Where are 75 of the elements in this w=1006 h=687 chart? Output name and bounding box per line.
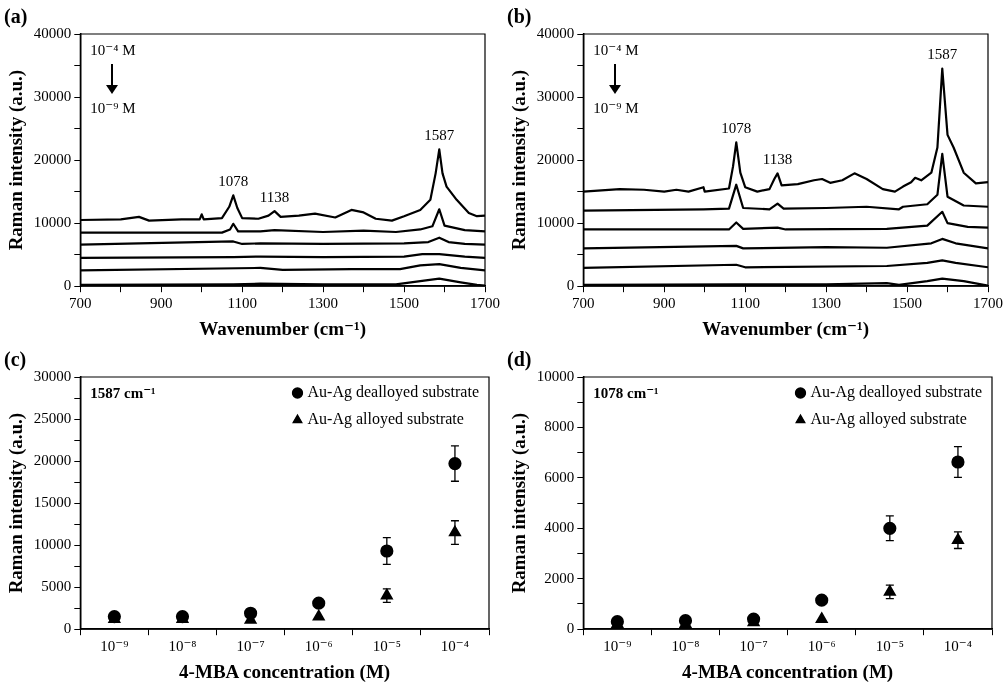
y-axis-title: Raman intensity (a.u.) (508, 69, 531, 251)
y-tick-label: 5000 (41, 578, 72, 595)
chart-title: (c) (4, 348, 27, 372)
x-tick-label: 900 (149, 295, 173, 312)
y-tick-label: 25000 (33, 409, 72, 426)
annotation: 1138 (259, 188, 290, 205)
annotation: 1587 (424, 126, 455, 143)
x-tick-label: 1300 (308, 295, 339, 312)
annotation: 1138 (762, 150, 793, 167)
x-tick-label: 10⁻⁶ (304, 638, 333, 655)
x-tick-label: 900 (652, 295, 676, 312)
y-tick-label: 4000 (544, 519, 575, 536)
y-tick-label: 0 (63, 620, 72, 637)
x-tick-label: 10⁻⁴ (440, 638, 470, 655)
x-tick-label: 1300 (811, 295, 842, 312)
x-tick-label: 10⁻⁴ (943, 638, 973, 655)
annotation: 1078 cm⁻¹ (593, 385, 659, 402)
y-tick-label: 30000 (33, 87, 72, 104)
annotation: 1078 (218, 172, 249, 189)
y-tick-label: 40000 (33, 24, 72, 41)
y-tick-label: 6000 (544, 468, 575, 485)
chart-title: (a) (4, 5, 28, 29)
x-tick-label: 1100 (730, 295, 760, 312)
x-tick-label: 1700 (470, 295, 500, 312)
x-axis-title: Wavenumber (cm⁻¹) (702, 317, 870, 340)
legend-label: Au-Ag alloyed substrate (307, 410, 464, 429)
y-tick-label: 20000 (33, 452, 72, 468)
y-tick-label: 2000 (544, 569, 575, 586)
chart-title: (d) (507, 348, 532, 372)
y-tick-label: 0 (566, 620, 575, 637)
x-tick-label: 1500 (389, 295, 420, 312)
annotation: 1078 (721, 119, 752, 136)
y-tick-label: 10000 (33, 536, 72, 553)
y-tick-label: 10000 (536, 367, 575, 384)
y-tick-label: 8000 (544, 418, 575, 435)
y-tick-label: 0 (63, 277, 72, 294)
y-axis-title: Raman intensity (a.u.) (508, 412, 531, 594)
x-tick-label: 10⁻⁸ (671, 638, 700, 655)
annotation: 10⁻⁴ M (593, 42, 639, 59)
annotation: 1587 cm⁻¹ (90, 385, 156, 402)
x-tick-label: 700 (69, 295, 92, 312)
x-tick-label: 700 (572, 295, 595, 312)
x-axis-title: 4-MBA concentration (M) (179, 660, 391, 683)
x-tick-label: 10⁻⁷ (739, 638, 768, 655)
x-tick-label: 10⁻⁵ (372, 638, 401, 655)
x-tick-label: 1100 (227, 295, 257, 312)
x-tick-label: 10⁻⁷ (236, 638, 265, 655)
y-tick-label: 40000 (536, 24, 575, 41)
annotation: 10⁻⁹ M (90, 100, 136, 117)
x-tick-label: 10⁻⁶ (807, 638, 836, 655)
y-tick-label: 10000 (536, 214, 575, 231)
x-tick-label: 10⁻⁵ (875, 638, 904, 655)
x-tick-label: 1700 (973, 295, 1003, 312)
y-tick-label: 30000 (33, 367, 72, 384)
y-axis-title: Raman intensity (a.u.) (5, 69, 28, 251)
y-tick-label: 0 (566, 277, 575, 294)
chart-title: (b) (507, 5, 532, 29)
y-tick-label: 20000 (33, 151, 72, 168)
x-tick-label: 10⁻⁹ (100, 638, 129, 655)
y-tick-label: 10000 (33, 214, 72, 231)
annotation: 10⁻⁹ M (593, 100, 639, 117)
x-axis-title: 4-MBA concentration (M) (682, 660, 894, 683)
y-tick-label: 20000 (536, 151, 575, 168)
x-tick-label: 1500 (892, 295, 923, 312)
annotation: 1587 (927, 46, 958, 63)
y-axis-title: Raman intensity (a.u.) (5, 412, 28, 594)
y-tick-label: 15000 (33, 494, 72, 511)
x-tick-label: 10⁻⁹ (603, 638, 632, 655)
legend-label: Au-Ag alloyed substrate (810, 410, 967, 429)
x-tick-label: 10⁻⁸ (168, 638, 197, 655)
annotation: 10⁻⁴ M (90, 42, 136, 59)
x-axis-title: Wavenumber (cm⁻¹) (199, 317, 367, 340)
legend-label: Au-Ag dealloyed substrate (307, 383, 480, 402)
y-tick-label: 30000 (536, 87, 575, 104)
legend-label: Au-Ag dealloyed substrate (810, 383, 983, 402)
